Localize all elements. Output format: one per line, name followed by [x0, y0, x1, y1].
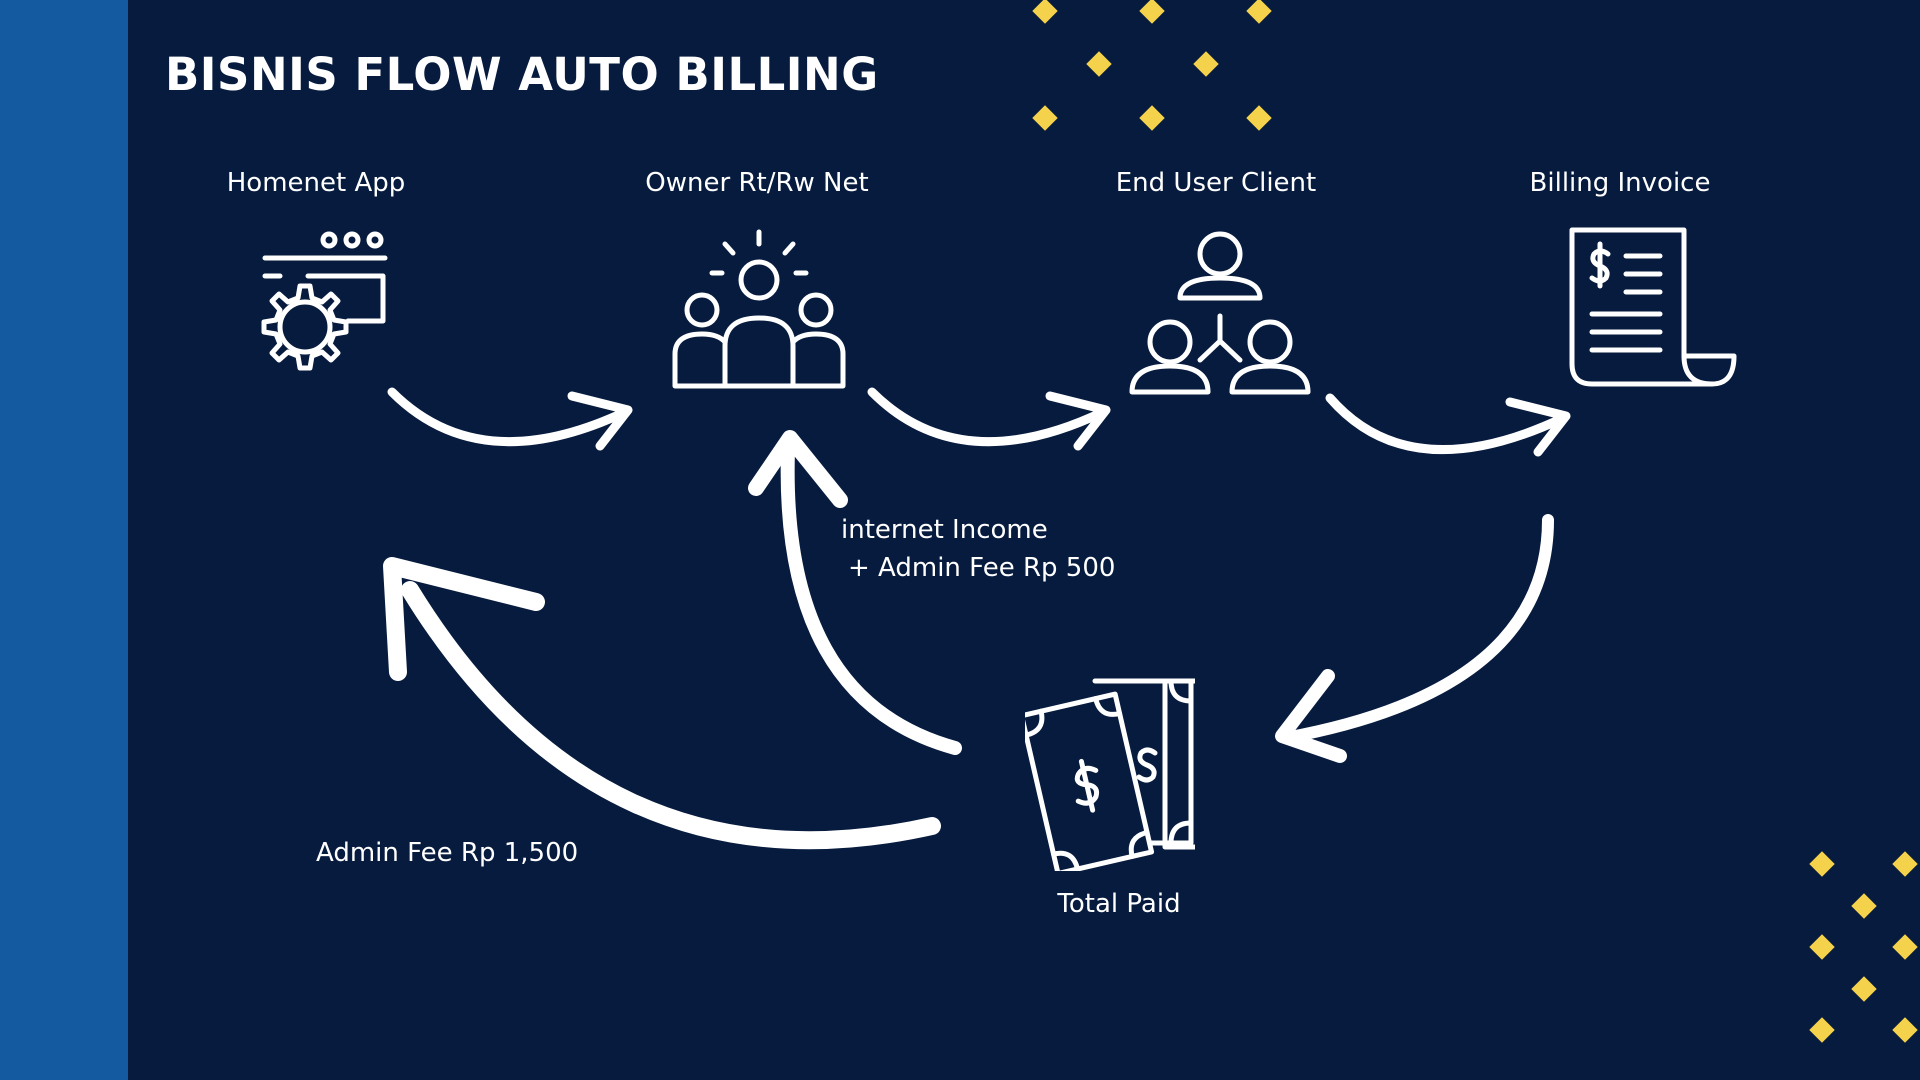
arrowhead-enduser-to-invoice: [1505, 397, 1571, 457]
sidebar-stripe: [0, 0, 128, 1080]
money-icon: [1025, 678, 1195, 871]
label-total-paid: Total Paid: [1057, 889, 1181, 919]
arrow-app-to-owner: [387, 387, 630, 447]
arrow-enduser-to-invoice: [1325, 393, 1568, 454]
user-network-icon: [1129, 231, 1311, 395]
label-owner: Owner Rt/Rw Net: [645, 168, 869, 198]
invoice-icon: [1569, 227, 1737, 387]
arrowhead-owner-to-enduser: [1045, 391, 1111, 451]
team-icon: [672, 229, 846, 389]
arrow-total-to-owner: [780, 443, 962, 755]
app-gear-icon: [261, 231, 388, 371]
label-end-user: End User Client: [1115, 168, 1317, 198]
page-title: BISNIS FLOW AUTO BILLING: [165, 48, 879, 101]
arrow-total-to-app: [401, 581, 941, 850]
label-admin-fee-app: Admin Fee Rp 1,500: [316, 838, 579, 868]
arrowhead-total-to-owner: [748, 430, 848, 508]
label-homenet-app: Homenet App: [226, 168, 406, 198]
label-billing-invoice: Billing Invoice: [1529, 168, 1711, 198]
arrowhead-total-to-app: [383, 557, 545, 681]
arrow-owner-to-enduser: [867, 387, 1108, 447]
arrow-invoice-to-total: [1279, 514, 1554, 744]
label-admin-fee-owner: + Admin Fee Rp 500: [848, 553, 1116, 583]
arrowhead-invoice-to-total: [1275, 669, 1347, 763]
label-internet-income: internet Income: [841, 515, 1048, 545]
arrowhead-app-to-owner: [567, 391, 633, 451]
